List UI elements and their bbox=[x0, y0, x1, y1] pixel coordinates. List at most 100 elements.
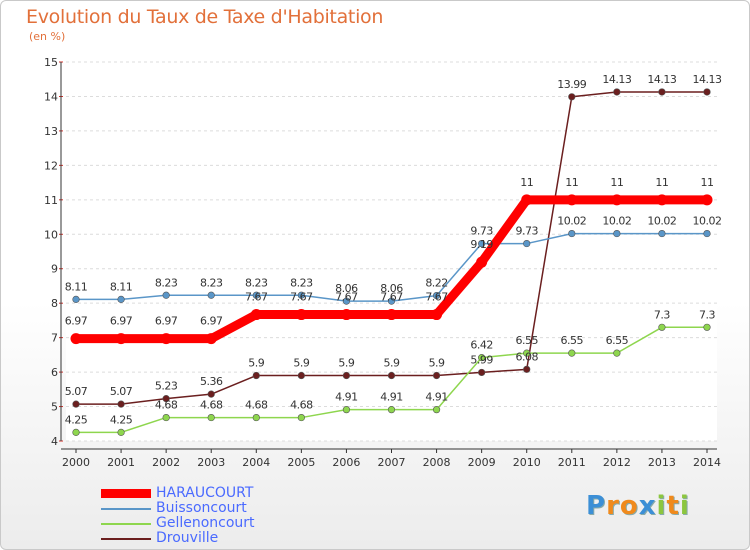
x-tick-label: 2005 bbox=[287, 456, 315, 469]
x-tick-label: 2008 bbox=[423, 456, 451, 469]
data-label-gellenoncourt: 7.3 bbox=[699, 308, 715, 321]
data-label-gellenoncourt: 4.68 bbox=[200, 399, 223, 412]
y-tick-label: 12 bbox=[44, 159, 58, 172]
data-point-gellenoncourt bbox=[523, 349, 531, 357]
data-point-haraucourt bbox=[70, 333, 82, 345]
data-label-haraucourt: 11 bbox=[655, 176, 668, 189]
legend: HARAUCOURT Buissoncourt Gellenoncourt Dr… bbox=[101, 486, 361, 546]
data-point-haraucourt bbox=[521, 194, 533, 206]
data-label-gellenoncourt: 4.91 bbox=[380, 391, 403, 404]
data-point-buissoncourt bbox=[342, 297, 351, 305]
data-point-haraucourt bbox=[386, 309, 397, 321]
data-label-buissoncourt: 8.06 bbox=[335, 282, 358, 295]
data-label-buissoncourt: 8.11 bbox=[65, 280, 88, 293]
legend-label-buissoncourt: Buissoncourt bbox=[156, 500, 247, 516]
data-point-gellenoncourt bbox=[252, 413, 260, 422]
data-point-buissoncourt bbox=[613, 229, 621, 238]
data-point-haraucourt bbox=[656, 194, 668, 206]
data-point-haraucourt bbox=[205, 333, 217, 345]
data-label-gellenoncourt: 6.55 bbox=[606, 334, 629, 347]
data-point-gellenoncourt bbox=[658, 323, 666, 331]
data-label-buissoncourt: 10.02 bbox=[602, 215, 631, 228]
data-point-drouville bbox=[568, 93, 576, 101]
legend-swatch-buissoncourt bbox=[101, 508, 151, 510]
logo-letter: x bbox=[638, 491, 657, 521]
data-label-drouville: 5.07 bbox=[110, 385, 133, 398]
data-label-haraucourt: 11 bbox=[520, 176, 533, 189]
data-label-haraucourt: 6.97 bbox=[200, 315, 223, 328]
legend-item-buissoncourt[interactable]: Buissoncourt bbox=[101, 501, 361, 516]
data-point-drouville bbox=[252, 371, 260, 380]
data-label-haraucourt: 11 bbox=[610, 176, 623, 189]
legend-item-drouville[interactable]: Drouville bbox=[101, 531, 361, 546]
data-point-haraucourt bbox=[340, 309, 352, 321]
data-label-drouville: 5.99 bbox=[470, 353, 493, 366]
data-point-drouville bbox=[162, 395, 170, 403]
data-point-drouville bbox=[478, 368, 486, 377]
y-tick-label: 4 bbox=[51, 435, 58, 448]
data-label-gellenoncourt: 4.91 bbox=[335, 391, 358, 404]
data-label-gellenoncourt: 6.55 bbox=[515, 334, 538, 347]
x-tick-label: 2010 bbox=[513, 456, 541, 469]
x-tick-label: 2014 bbox=[693, 456, 721, 469]
data-label-buissoncourt: 8.23 bbox=[245, 276, 268, 289]
data-label-gellenoncourt: 4.25 bbox=[110, 413, 133, 426]
legend-label-haraucourt: HARAUCOURT bbox=[156, 485, 254, 501]
data-label-drouville: 5.9 bbox=[293, 357, 309, 370]
x-tick-label: 2007 bbox=[378, 456, 406, 469]
data-label-buissoncourt: 8.23 bbox=[200, 276, 223, 289]
data-point-buissoncourt bbox=[162, 291, 170, 299]
legend-swatch-gellenoncourt bbox=[101, 523, 151, 525]
data-point-gellenoncourt bbox=[613, 349, 621, 357]
data-point-buissoncourt bbox=[72, 295, 80, 303]
data-label-buissoncourt: 8.23 bbox=[290, 276, 313, 289]
data-label-drouville: 13.99 bbox=[557, 78, 586, 91]
x-tick-label: 2011 bbox=[558, 456, 586, 469]
y-tick-label: 13 bbox=[44, 125, 58, 138]
legend-label-gellenoncourt: Gellenoncourt bbox=[156, 515, 255, 531]
data-point-drouville bbox=[207, 390, 215, 398]
data-point-buissoncourt bbox=[523, 239, 531, 248]
data-label-drouville: 14.13 bbox=[602, 73, 631, 86]
y-tick-label: 5 bbox=[51, 401, 58, 414]
legend-item-gellenoncourt[interactable]: Gellenoncourt bbox=[101, 516, 361, 531]
data-point-drouville bbox=[297, 371, 305, 380]
data-point-drouville bbox=[703, 88, 711, 96]
data-point-gellenoncourt bbox=[297, 413, 305, 422]
data-label-drouville: 5.36 bbox=[200, 375, 223, 388]
logo-letter: P bbox=[586, 491, 607, 521]
data-point-haraucourt bbox=[611, 194, 623, 206]
y-tick-label: 14 bbox=[44, 90, 58, 103]
logo-letter: i bbox=[679, 491, 690, 521]
data-point-buissoncourt bbox=[568, 229, 576, 238]
x-tick-label: 2009 bbox=[468, 456, 496, 469]
data-point-drouville bbox=[523, 365, 531, 373]
data-point-haraucourt bbox=[115, 333, 127, 345]
data-point-haraucourt bbox=[295, 309, 307, 321]
data-point-buissoncourt bbox=[117, 295, 125, 303]
chart-subtitle: (en %) bbox=[29, 30, 66, 43]
data-point-gellenoncourt bbox=[703, 323, 711, 331]
data-point-drouville bbox=[658, 88, 666, 96]
logo-letter: t bbox=[666, 491, 680, 521]
legend-label-drouville: Drouville bbox=[156, 530, 219, 546]
data-label-gellenoncourt: 4.91 bbox=[425, 391, 448, 404]
data-label-drouville: 5.9 bbox=[384, 357, 400, 370]
data-label-haraucourt: 11 bbox=[701, 176, 714, 189]
data-point-haraucourt bbox=[566, 194, 578, 206]
data-point-gellenoncourt bbox=[568, 349, 576, 357]
y-tick-label: 11 bbox=[44, 194, 58, 207]
data-point-haraucourt bbox=[431, 309, 443, 321]
y-tick-label: 6 bbox=[51, 366, 58, 379]
legend-item-haraucourt[interactable]: HARAUCOURT bbox=[101, 486, 361, 501]
data-label-drouville: 5.9 bbox=[429, 357, 445, 370]
data-point-haraucourt bbox=[160, 333, 172, 345]
data-label-drouville: 14.13 bbox=[647, 73, 676, 86]
y-tick-label: 8 bbox=[51, 297, 58, 310]
data-point-haraucourt bbox=[476, 256, 488, 268]
data-label-buissoncourt: 10.02 bbox=[647, 215, 676, 228]
data-point-buissoncourt bbox=[297, 291, 305, 299]
x-tick-label: 2006 bbox=[332, 456, 360, 469]
data-label-gellenoncourt: 4.68 bbox=[245, 399, 268, 412]
